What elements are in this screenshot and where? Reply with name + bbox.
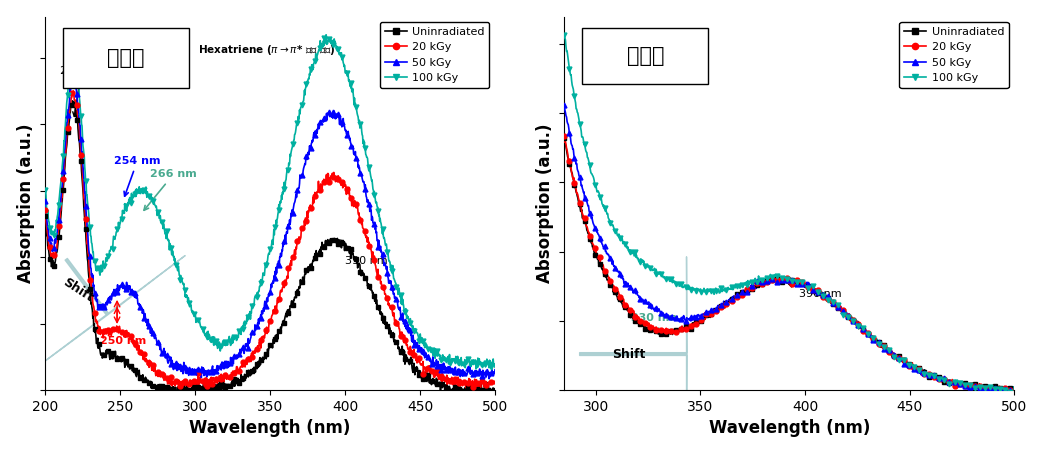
FancyArrowPatch shape: [29, 256, 185, 372]
Text: 감마선: 감마선: [626, 46, 664, 66]
FancyBboxPatch shape: [583, 28, 708, 84]
X-axis label: Wavelength (nm): Wavelength (nm): [709, 419, 870, 437]
Text: 전자선: 전자선: [108, 48, 145, 68]
Text: Shift: Shift: [613, 348, 646, 360]
Legend: Uninradiated, 20 kGy, 50 kGy, 100 kGy: Uninradiated, 20 kGy, 50 kGy, 100 kGy: [900, 22, 1009, 88]
FancyArrowPatch shape: [579, 257, 687, 451]
Text: 250 nm: 250 nm: [100, 336, 146, 345]
Text: 266 nm: 266 nm: [144, 169, 197, 210]
Y-axis label: Absorption (a.u.): Absorption (a.u.): [17, 123, 34, 283]
Text: 390 nm: 390 nm: [788, 283, 841, 299]
Text: 390 nm: 390 nm: [338, 240, 387, 266]
Legend: Uninradiated, 20 kGy, 50 kGy, 100 kGy: Uninradiated, 20 kGy, 50 kGy, 100 kGy: [380, 22, 490, 88]
Text: 254 nm: 254 nm: [114, 156, 161, 196]
Text: Shift: Shift: [61, 276, 96, 305]
Text: 230 nm: 230 nm: [61, 66, 102, 117]
X-axis label: Wavelength (nm): Wavelength (nm): [189, 419, 351, 437]
Text: Hexatriene ($\pi$$\rightarrow$$\pi$* 전자 전이): Hexatriene ($\pi$$\rightarrow$$\pi$* 전자 …: [198, 43, 335, 57]
Y-axis label: Absorption (a.u.): Absorption (a.u.): [536, 123, 554, 283]
Text: 330 nm: 330 nm: [632, 313, 678, 333]
FancyBboxPatch shape: [63, 28, 189, 88]
